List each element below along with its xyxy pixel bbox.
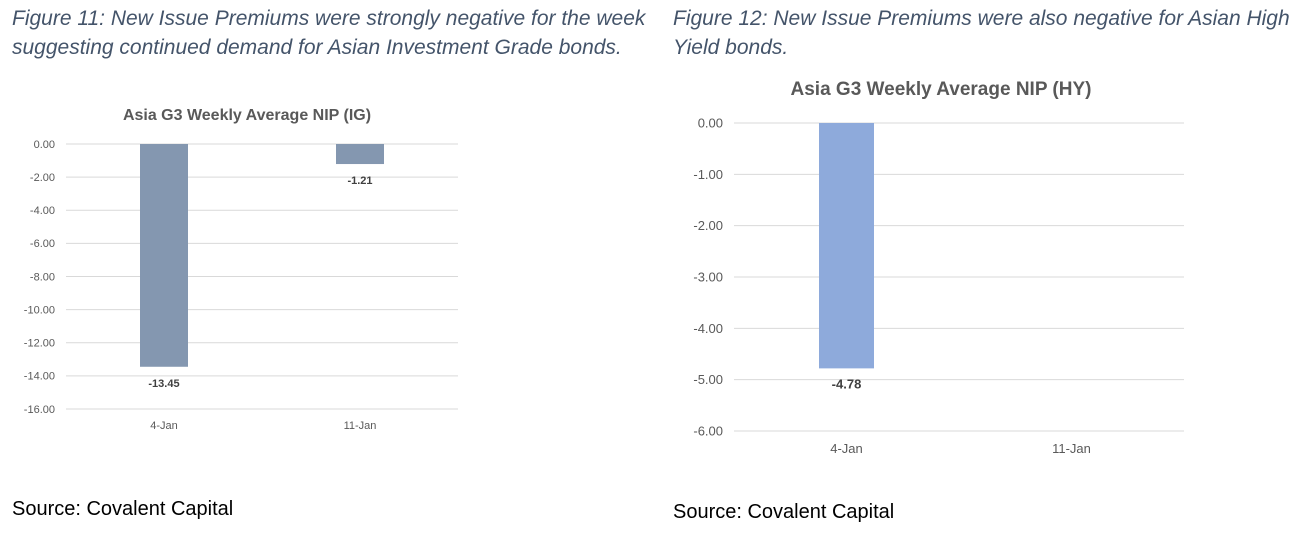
- y-tick-label: -5.00: [693, 372, 723, 387]
- chart-title: Asia G3 Weekly Average NIP (IG): [123, 107, 371, 124]
- figure-caption: Figure 11: New Issue Premiums were stron…: [12, 7, 646, 59]
- figure-12-panel: Figure 12: New Issue Premiums were also …: [660, 0, 1314, 543]
- chart-title: Asia G3 Weekly Average NIP (HY): [791, 79, 1092, 100]
- y-tick-label: -4.00: [30, 205, 55, 217]
- data-label: -13.45: [148, 378, 179, 390]
- y-tick-label: -3.00: [693, 270, 723, 285]
- figure-11-panel: Figure 11: New Issue Premiums were stron…: [12, 7, 646, 520]
- y-tick-label: -6.00: [693, 424, 723, 439]
- x-tick-label: 11-Jan: [1052, 441, 1091, 456]
- y-tick-label: 0.00: [34, 139, 55, 151]
- y-tick-label: -10.00: [24, 304, 55, 316]
- y-tick-label: -6.00: [30, 238, 55, 250]
- data-label: -1.21: [347, 175, 372, 187]
- figure-caption: Figure 12: New Issue Premiums were also …: [673, 7, 1290, 59]
- y-tick-label: -2.00: [693, 218, 723, 233]
- x-tick-label: 4-Jan: [150, 420, 178, 432]
- data-label: -4.78: [832, 376, 862, 391]
- hy-nip-bar-chart: Asia G3 Weekly Average NIP (HY) 0.00 -1.00…: [693, 79, 1184, 456]
- y-tick-label: -12.00: [24, 338, 55, 350]
- x-tick-label: 11-Jan: [344, 420, 377, 432]
- bar: [819, 123, 874, 369]
- source-note: Source: Covalent Capital: [673, 501, 895, 523]
- y-tick-label: -8.00: [30, 271, 55, 283]
- y-tick-label: -4.00: [693, 321, 723, 336]
- x-tick-label: 4-Jan: [830, 441, 863, 456]
- bar: [140, 144, 188, 367]
- y-tick-label: -16.00: [24, 404, 55, 416]
- y-tick-label: -2.00: [30, 172, 55, 184]
- y-tick-label: -1.00: [693, 167, 723, 182]
- y-tick-label: 0.00: [698, 116, 723, 131]
- y-tick-label: -14.00: [24, 371, 55, 383]
- ig-nip-bar-chart: Asia G3 Weekly Average NIP (IG) 0.00 -2.00…: [24, 107, 458, 432]
- source-note: Source: Covalent Capital: [12, 498, 234, 520]
- bar: [336, 144, 384, 165]
